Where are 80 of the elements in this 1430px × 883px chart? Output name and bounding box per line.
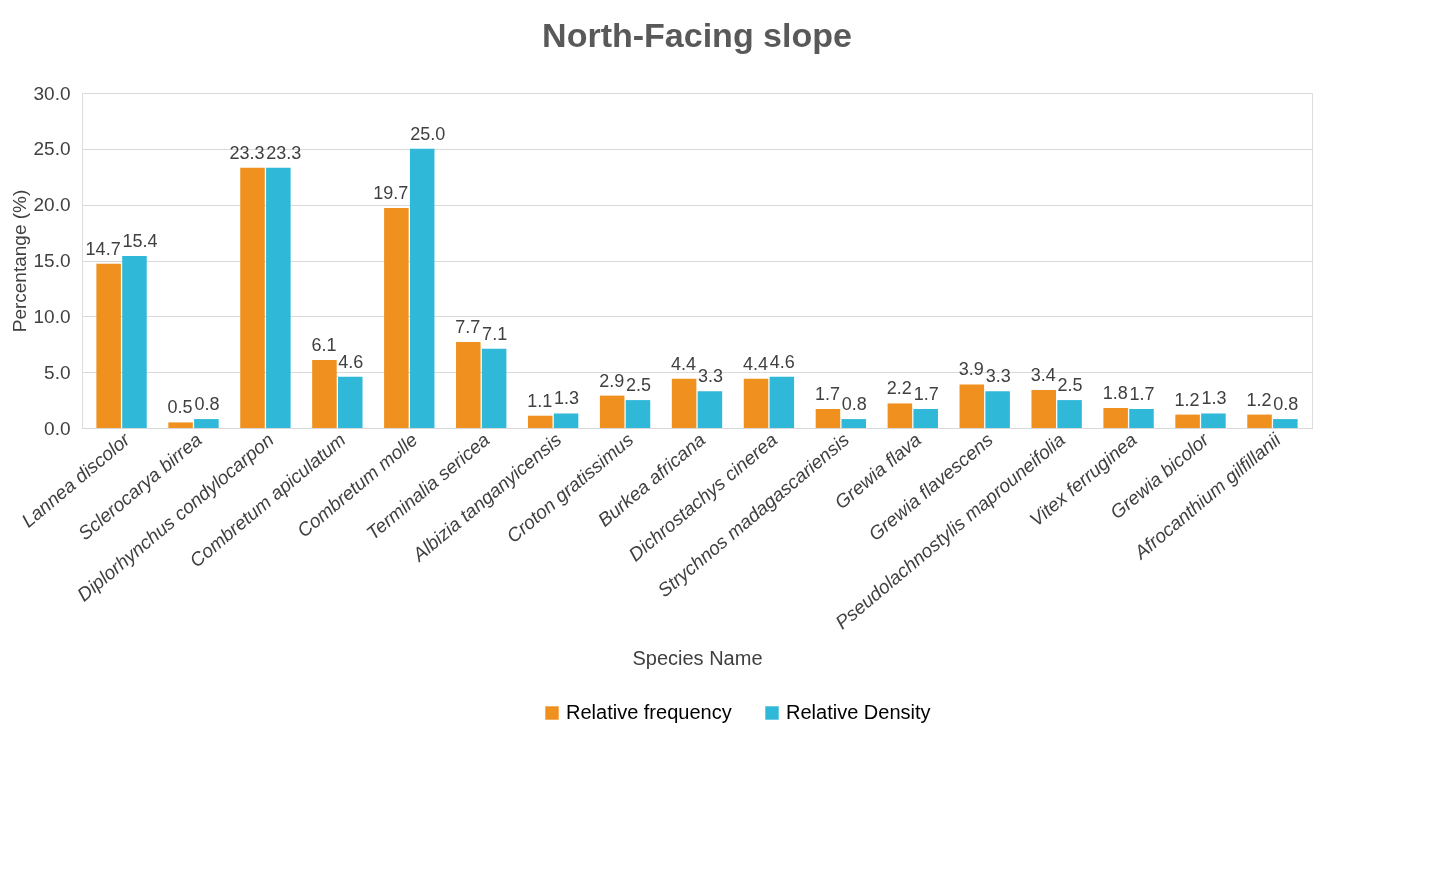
- data-label: 14.7: [85, 238, 121, 259]
- y-tick-label: 20.0: [33, 194, 71, 216]
- y-tick-label: 25.0: [33, 138, 71, 160]
- bar: [168, 422, 193, 428]
- data-label: 4.4: [671, 353, 697, 374]
- bar: [312, 359, 337, 428]
- x-axis-title: Species Name: [632, 646, 763, 669]
- bar: [743, 378, 769, 428]
- data-label: 0.8: [194, 394, 220, 415]
- data-label: 25.0: [410, 123, 446, 144]
- bar: [1129, 409, 1154, 428]
- y-tick-label: 30.0: [33, 82, 71, 104]
- legend-label: Relative frequency: [566, 701, 732, 723]
- data-label: 4.4: [742, 353, 769, 374]
- bar: [481, 348, 507, 428]
- data-label: 3.4: [1030, 365, 1056, 386]
- data-label: 2.5: [1057, 375, 1083, 396]
- bar: [1273, 419, 1298, 428]
- bar: [122, 256, 147, 428]
- bar: [887, 403, 913, 428]
- bar: [815, 409, 841, 428]
- data-label: 23.3: [229, 142, 265, 163]
- data-label: 0.5: [167, 397, 193, 418]
- data-label: 4.6: [769, 351, 795, 372]
- data-label: 7.1: [482, 323, 508, 344]
- legend-label: Relative Density: [786, 701, 931, 723]
- data-label: 1.3: [1201, 388, 1227, 409]
- data-label: 23.3: [266, 142, 302, 163]
- data-label: 0.8: [1273, 394, 1299, 415]
- y-tick-label: 5.0: [44, 361, 71, 383]
- bar: [409, 148, 435, 428]
- data-label: 1.8: [1102, 382, 1128, 403]
- data-label: 4.6: [338, 351, 364, 372]
- bar: [1201, 413, 1226, 428]
- bar: [1175, 414, 1200, 428]
- bar: [841, 419, 867, 428]
- bar: [194, 419, 219, 428]
- bar: [599, 395, 625, 428]
- bar: [1057, 400, 1082, 428]
- bar: [697, 391, 723, 428]
- bar: [527, 415, 553, 428]
- data-label: 1.7: [814, 384, 840, 405]
- y-tick-label: 15.0: [33, 250, 71, 271]
- bar: [913, 409, 938, 428]
- y-axis-title: Percentange (%): [8, 189, 30, 333]
- bar: [959, 384, 985, 428]
- data-label: 3.3: [697, 366, 723, 387]
- data-label: 1.2: [1246, 389, 1272, 410]
- bar: [769, 376, 795, 428]
- y-tick-label: 10.0: [33, 305, 71, 327]
- y-tick-label: 0.0: [44, 417, 71, 439]
- data-label: 7.7: [455, 317, 481, 338]
- chart-title: North-Facing slope: [542, 16, 852, 54]
- bar: [240, 167, 265, 428]
- data-label: 1.7: [1129, 384, 1155, 405]
- data-label: 1.3: [554, 388, 580, 409]
- data-label: 6.1: [311, 334, 337, 355]
- bar: [456, 342, 481, 428]
- bar: [671, 378, 697, 428]
- data-label: 2.5: [625, 375, 652, 396]
- data-label: 19.7: [373, 183, 409, 204]
- data-label: 2.9: [599, 370, 625, 391]
- bar: [1103, 407, 1128, 428]
- data-label: 1.2: [1174, 389, 1200, 410]
- data-label: 3.9: [958, 359, 984, 380]
- bar: [384, 208, 409, 428]
- bar: [985, 391, 1010, 428]
- bar: [553, 413, 579, 428]
- data-label: 1.7: [913, 384, 939, 405]
- bar: [96, 263, 121, 428]
- bar: [1247, 414, 1272, 428]
- data-label: 1.1: [527, 390, 553, 411]
- bar: [338, 376, 363, 428]
- data-label: 0.8: [841, 394, 867, 415]
- bar: [1031, 390, 1056, 428]
- data-label: 2.2: [886, 378, 912, 399]
- bar: [266, 167, 291, 428]
- data-label: 3.3: [985, 366, 1011, 387]
- bar: [625, 400, 651, 428]
- data-label: 15.4: [122, 231, 158, 252]
